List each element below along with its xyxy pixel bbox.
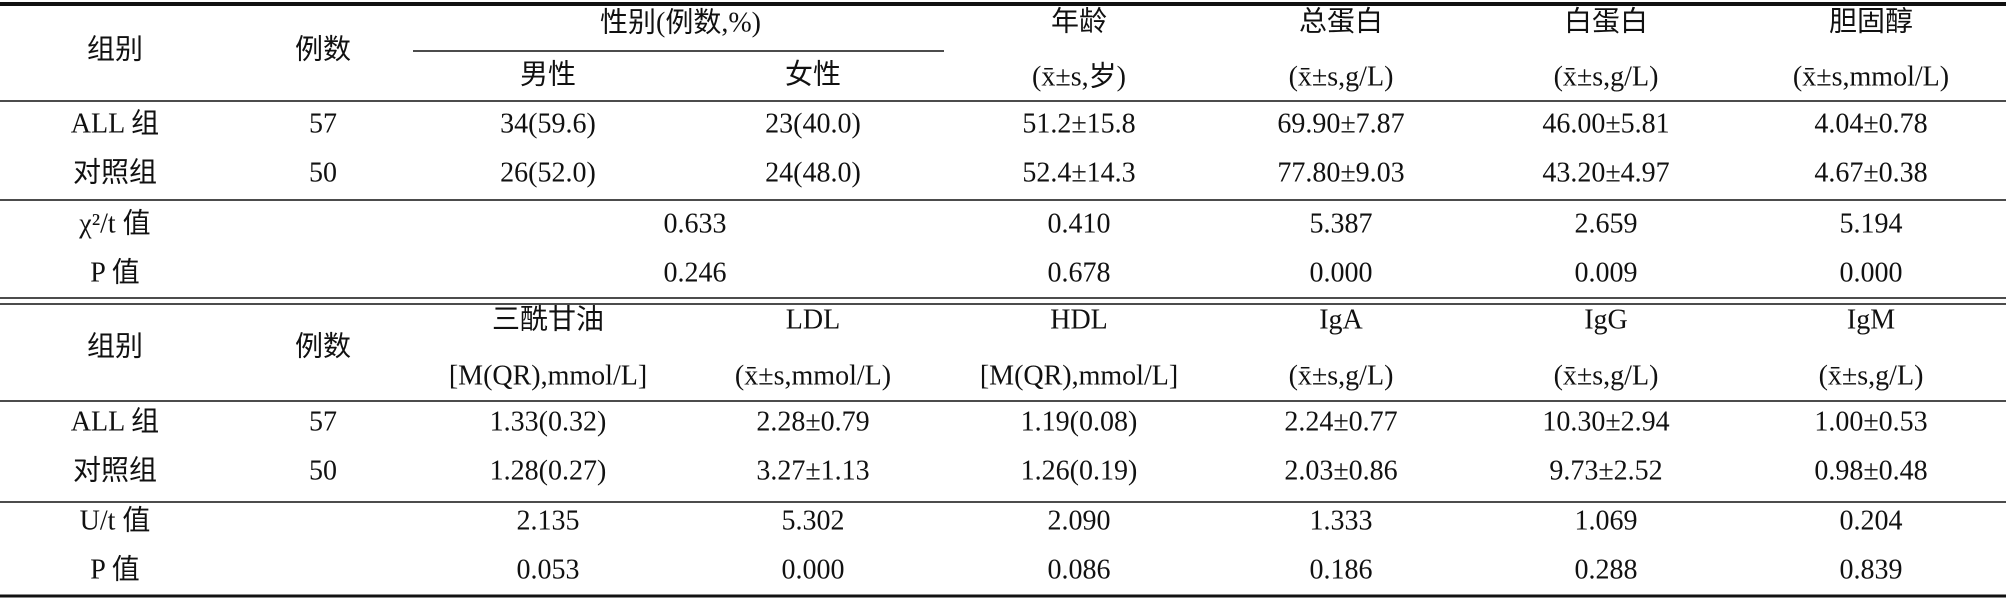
cell: χ²/t 值 [78,207,150,239]
cell: 0.053 [517,554,580,585]
header-cell: 性别(例数,%) [600,6,761,38]
header-cell: 三酰甘油 [492,303,604,335]
header-cell: 白蛋白 [1564,5,1648,37]
cell: 0.204 [1840,505,1903,536]
cell: 9.73±2.52 [1549,455,1662,486]
cell: 0.633 [664,208,727,239]
cell: 0.000 [1310,257,1373,288]
header-cell: (x̄±s,g/L) [1819,360,1924,391]
cell: 0.000 [1840,257,1903,288]
cell: U/t 值 [80,504,151,536]
header-cell: 女性 [785,58,841,90]
cell: P 值 [90,256,140,288]
cell: 对照组 [73,156,157,188]
cell: 1.333 [1310,505,1373,536]
cell: 2.090 [1048,505,1111,536]
cell: 1.33(0.32) [490,406,607,437]
cell: 0.288 [1575,554,1638,585]
cell: 5.302 [782,505,845,536]
cell: ALL 组 [71,405,159,437]
cell: 77.80±9.03 [1277,157,1404,188]
cell: 4.04±0.78 [1814,108,1927,139]
cell: 26(52.0) [500,157,596,188]
cell: 2.659 [1575,208,1638,239]
cell: 0.086 [1048,554,1111,585]
cell: 1.28(0.27) [490,455,607,486]
cell: 0.009 [1575,257,1638,288]
cell: 69.90±7.87 [1277,108,1404,139]
cell: 2.28±0.79 [756,406,869,437]
cell: 3.27±1.13 [756,455,869,486]
header-cell: (x̄±s,mmol/L) [1793,61,1949,92]
cell: P 值 [90,553,140,585]
header-cell: (x̄±s,岁) [1032,60,1126,92]
cell: 51.2±15.8 [1022,108,1135,139]
header-cell: (x̄±s,g/L) [1289,360,1394,391]
header-cell: LDL [786,304,840,335]
header-cell: HDL [1050,304,1108,335]
cell: 46.00±5.81 [1542,108,1669,139]
header-cell: (x̄±s,g/L) [1554,360,1659,391]
header-cell: 组别 [87,33,143,65]
cell: 0.000 [782,554,845,585]
cell: 34(59.6) [500,108,596,139]
cell: 0.839 [1840,554,1903,585]
header-cell: IgM [1847,304,1895,335]
header-cell: [M(QR),mmol/L] [980,360,1178,391]
header-cell: 总蛋白 [1299,5,1383,37]
cell: 50 [309,455,337,486]
cell: 0.678 [1048,257,1111,288]
cell: 1.00±0.53 [1814,406,1927,437]
header-cell: (x̄±s,g/L) [1554,61,1659,92]
cell: 1.069 [1575,505,1638,536]
cell: 10.30±2.94 [1542,406,1669,437]
header-cell: 男性 [520,58,576,90]
header-cell: 例数 [295,33,351,65]
header-cell: (x̄±s,g/L) [1289,61,1394,92]
cell: 5.387 [1310,208,1373,239]
cell: 对照组 [73,454,157,486]
cell: 52.4±14.3 [1022,157,1135,188]
header-cell: 例数 [295,330,351,362]
cell: 2.135 [517,505,580,536]
cell: ALL 组 [71,107,159,139]
header-cell: IgG [1584,304,1628,335]
cell: 5.194 [1840,208,1903,239]
cell: 23(40.0) [765,108,861,139]
cell: 4.67±0.38 [1814,157,1927,188]
cell: 57 [309,108,337,139]
cell: 43.20±4.97 [1542,157,1669,188]
cell: 0.246 [664,257,727,288]
header-cell: 胆固醇 [1829,5,1913,37]
cell: 24(48.0) [765,157,861,188]
cell: 0.186 [1310,554,1373,585]
header-cell: IgA [1319,304,1363,335]
header-cell: 组别 [87,330,143,362]
header-cell: (x̄±s,mmol/L) [735,360,891,391]
cell: 2.24±0.77 [1284,406,1397,437]
cell: 50 [309,157,337,188]
cell: 0.410 [1048,208,1111,239]
header-cell: [M(QR),mmol/L] [449,360,647,391]
header-cell: 年龄 [1051,5,1107,37]
cell: 2.03±0.86 [1284,455,1397,486]
cell: 57 [309,406,337,437]
cell: 1.19(0.08) [1021,406,1138,437]
cell: 0.98±0.48 [1814,455,1927,486]
cell: 1.26(0.19) [1021,455,1138,486]
